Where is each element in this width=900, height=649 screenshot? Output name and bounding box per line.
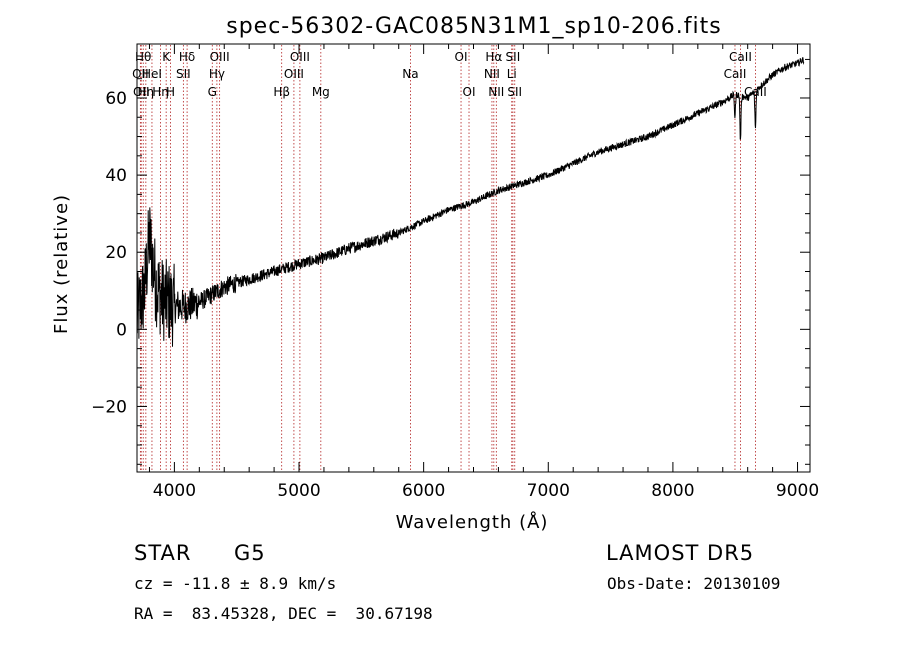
line-label: Hη [152,85,169,99]
line-label: CaII [729,50,752,64]
line-label: K [162,50,171,64]
line-label: CaII [724,67,747,81]
x-tick-label: 4000 [153,481,196,501]
line-label: Na [402,67,418,81]
line-label: SII [506,50,521,64]
line-label: NII [484,67,500,81]
line-label: Hθ [135,50,151,64]
y-axis-label: Flux (relative) [51,194,72,334]
line-label: SII [176,67,191,81]
redshift-text: cz = -11.8 ± 8.9 km/s [134,574,337,593]
line-label: H [166,85,175,99]
survey-label: LAMOST DR5 [606,541,755,565]
y-tick-label: 60 [105,89,127,109]
x-tick-label: 7000 [527,481,570,501]
y-axis-ticks: −20 0 20 40 60 [91,58,810,465]
line-label: OII [132,67,149,81]
line-labels: OIIOIIHθHηHeIHηKHSIIHδGHγOIIIHβOIIIOIIIM… [132,50,767,99]
x-tick-label: 9000 [776,481,819,501]
line-label: OI [463,85,476,99]
class-label: STAR [134,541,192,565]
x-tick-label: 6000 [402,481,445,501]
y-tick-label: −20 [91,397,127,417]
x-tick-label: 8000 [651,481,694,501]
line-markers [139,45,756,471]
line-label: HeI [142,67,162,81]
line-label: Hγ [209,67,225,81]
chart-title: spec-56302-GAC085N31M1_sp10-206.fits [226,14,722,39]
line-label: SII [507,85,522,99]
line-label: NII [488,85,504,99]
y-tick-label: 0 [116,320,127,340]
line-label: OI [455,50,468,64]
line-label: OIII [210,50,230,64]
line-label: Li [507,67,517,81]
y-tick-label: 20 [105,243,127,263]
subclass-label: G5 [234,541,266,565]
line-label: Mg [312,85,330,99]
y-tick-label: 40 [105,166,127,186]
line-label: G [208,85,217,99]
line-label: OIII [284,67,304,81]
line-label: Hβ [273,85,290,99]
x-axis-ticks: 4000 5000 6000 7000 8000 9000 [148,44,819,501]
line-label: OIII [290,50,310,64]
coords-text: RA = 83.45328, DEC = 30.67198 [134,604,433,623]
line-label: Hη [138,85,155,99]
obs-date-text: Obs-Date: 20130109 [607,574,781,593]
line-label: Hδ [179,50,195,64]
x-tick-label: 5000 [277,481,320,501]
x-axis-label: Wavelength (Å) [396,511,549,533]
spectrum-line [136,57,805,347]
line-label: Hα [485,50,502,64]
